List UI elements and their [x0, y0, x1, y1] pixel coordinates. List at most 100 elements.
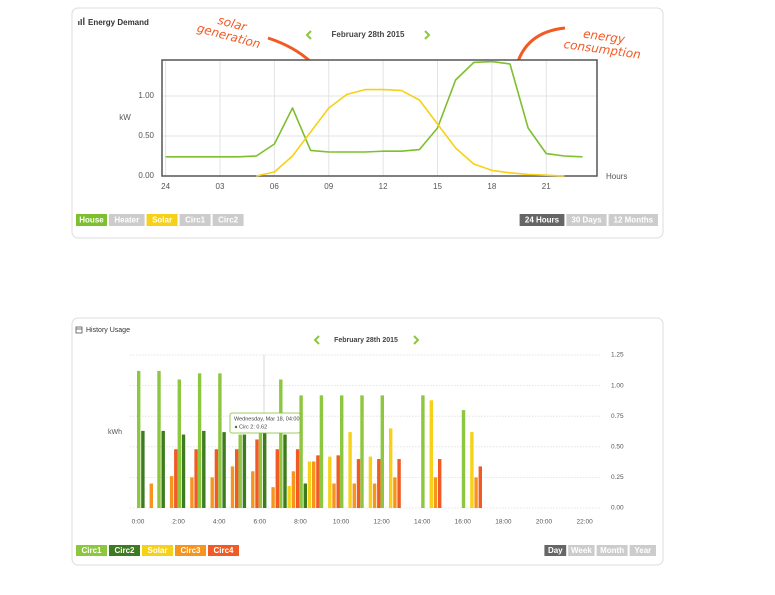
y-tick-label: 1.00 [611, 382, 624, 389]
range-button[interactable] [608, 214, 658, 226]
chart-icon [78, 17, 85, 25]
bar [214, 449, 219, 508]
bar [275, 449, 279, 508]
bar [283, 434, 287, 508]
bar [380, 395, 384, 508]
bar [291, 471, 296, 508]
bar [238, 434, 242, 508]
legend-toggle[interactable] [179, 214, 211, 226]
bar [194, 449, 198, 508]
legend-toggle[interactable] [175, 545, 206, 556]
range-button-label[interactable]: 24 Hours [525, 216, 560, 225]
bar [235, 449, 239, 508]
x-tick-label: 16:00 [455, 519, 472, 526]
bar [429, 400, 433, 508]
y-tick-label: 0.25 [611, 474, 624, 481]
bar [377, 459, 381, 508]
bar [161, 430, 165, 508]
legend-toggle-label[interactable]: Circ2 [218, 216, 239, 225]
legend-toggle[interactable] [146, 214, 178, 226]
bar [319, 395, 324, 508]
x-tick-label: 12:00 [373, 519, 390, 526]
bar [478, 466, 482, 508]
legend-toggle[interactable] [142, 545, 173, 556]
y-tick-label: 0.75 [611, 413, 624, 420]
range-button-label[interactable]: Month [600, 546, 624, 555]
x-tick-label: 21 [542, 182, 551, 191]
x-tick-label: 0:00 [132, 519, 145, 526]
bar [251, 471, 255, 508]
legend-toggle-label[interactable]: Circ1 [185, 216, 206, 225]
bar [137, 370, 141, 508]
bar [242, 434, 247, 508]
legend-toggle[interactable] [208, 545, 239, 556]
bar [230, 466, 235, 508]
prev-arrow[interactable] [313, 335, 320, 345]
bar [470, 432, 474, 508]
range-button[interactable] [568, 545, 595, 556]
legend-toggle[interactable] [76, 545, 107, 556]
bar [169, 476, 174, 508]
legend-toggle-label[interactable]: Solar [147, 546, 167, 555]
bar [181, 434, 186, 508]
legend-toggle-label[interactable]: Heater [114, 216, 139, 225]
range-button[interactable] [544, 545, 567, 556]
y-tick-label: 0.00 [138, 171, 154, 180]
legend-toggle[interactable] [109, 214, 145, 226]
x-tick-label: 18:00 [495, 519, 512, 526]
range-button[interactable] [596, 545, 628, 556]
x-tick-label: 03 [216, 182, 225, 191]
bar [295, 449, 300, 508]
bar [348, 432, 352, 508]
plot-border [161, 59, 598, 177]
x-tick-label: 14:00 [414, 519, 431, 526]
tooltip-text: Circ 2: 0.62 [239, 424, 267, 430]
y-tick-label: 1.25 [611, 352, 624, 359]
range-button[interactable] [566, 214, 607, 226]
bar [258, 432, 263, 508]
y-axis-label: kWh [108, 429, 122, 436]
bar [263, 432, 267, 508]
chart-icon [75, 326, 83, 334]
range-button[interactable] [519, 214, 565, 226]
bar [149, 483, 153, 508]
x-tick-label: 06 [270, 182, 279, 191]
bar [352, 483, 356, 508]
range-button-label[interactable]: Week [571, 546, 592, 555]
date-label: February 28th 2015 [332, 30, 405, 39]
annotation: energy [582, 27, 626, 47]
legend-toggle-label[interactable]: Circ1 [81, 546, 102, 555]
bar [303, 483, 307, 508]
legend-toggle-label[interactable]: Circ2 [114, 546, 135, 555]
tooltip-title: Wednesday, Mar 18, 04:00 [234, 416, 300, 422]
range-button-label[interactable]: 30 Days [571, 216, 602, 225]
bar [312, 461, 316, 508]
plot-area [162, 60, 597, 176]
x-tick-label: 4:00 [213, 519, 226, 526]
range-button[interactable] [629, 545, 656, 556]
legend-toggle[interactable] [109, 545, 140, 556]
y-tick-label: 1.00 [138, 91, 154, 100]
bar [177, 379, 181, 508]
panel-title: Energy Demand [88, 18, 149, 27]
legend-toggle[interactable] [76, 214, 107, 226]
bar [190, 477, 194, 508]
bar [332, 483, 336, 508]
bar [433, 477, 438, 508]
next-arrow[interactable] [424, 30, 431, 40]
legend-toggle-label[interactable]: House [79, 216, 104, 225]
x-tick-label: 18 [487, 182, 496, 191]
legend-toggle-label[interactable]: Solar [152, 216, 172, 225]
legend-toggle-label[interactable]: Circ4 [213, 546, 234, 555]
prev-arrow[interactable] [305, 30, 312, 40]
legend-toggle-label[interactable]: Circ3 [180, 546, 201, 555]
legend-toggle[interactable] [212, 214, 244, 226]
range-button-label[interactable]: Year [634, 546, 651, 555]
bar [393, 477, 397, 508]
range-button-label[interactable]: Day [548, 546, 563, 555]
bar [141, 430, 145, 508]
range-button-label[interactable]: 12 Months [614, 216, 654, 225]
bar [389, 428, 393, 508]
next-arrow[interactable] [413, 335, 420, 345]
